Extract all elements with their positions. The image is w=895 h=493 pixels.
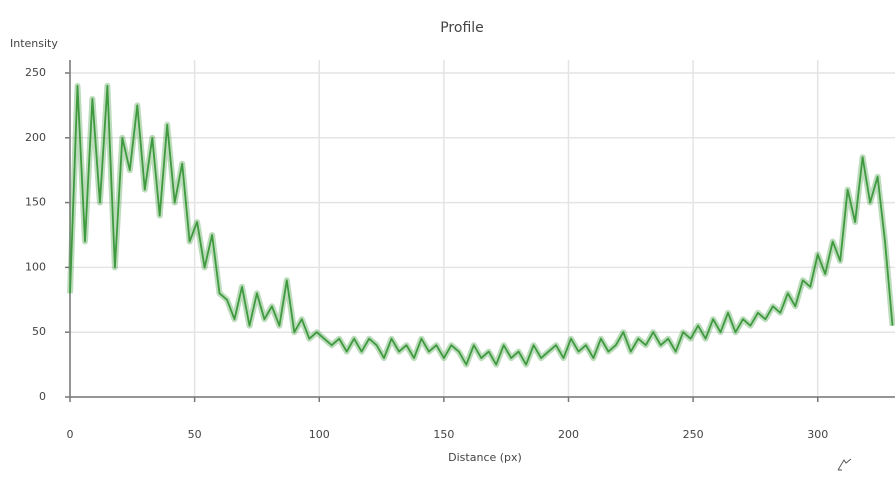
chart-title: Profile [440, 20, 484, 36]
y-tick-label: 0 [39, 390, 46, 403]
corner-icon [837, 458, 852, 471]
x-tick-label: 250 [683, 428, 704, 441]
line [69, 85, 894, 366]
y-tick-label: 250 [25, 66, 46, 79]
x-tick-label: 100 [309, 428, 330, 441]
x-axis-label: Distance (px) [448, 451, 522, 464]
x-tick-label: 300 [807, 428, 828, 441]
y-tick-label: 200 [25, 131, 46, 144]
x-tick-label: 0 [67, 428, 74, 441]
x-tick-label: 150 [433, 428, 454, 441]
y-tick-label: 150 [25, 196, 46, 209]
y-tick-label: 50 [32, 325, 46, 338]
y-axis-label: Intensity [10, 37, 58, 50]
x-tick-label: 50 [188, 428, 202, 441]
line-halo [67, 82, 895, 368]
x-tick-label: 200 [558, 428, 579, 441]
y-tick-label: 100 [25, 260, 46, 273]
